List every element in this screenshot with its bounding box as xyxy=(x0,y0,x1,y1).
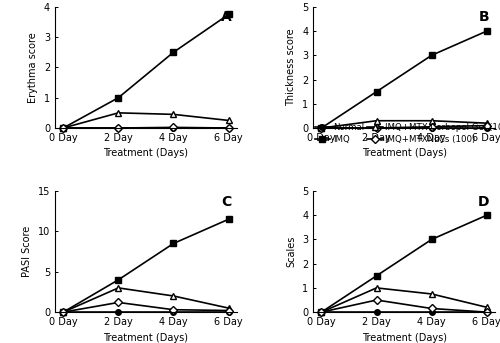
X-axis label: Treatment (Days): Treatment (Days) xyxy=(362,149,446,158)
Y-axis label: Scales: Scales xyxy=(286,236,296,267)
Text: B: B xyxy=(479,11,490,24)
Y-axis label: PASI Score: PASI Score xyxy=(22,226,32,277)
X-axis label: Treatment (Days): Treatment (Days) xyxy=(104,333,188,343)
Legend: Normal, IMQ, IMQ+MTX Corbopol Gel (100), IMQ+MTXNLCs (100): Normal, IMQ, IMQ+MTX Corbopol Gel (100),… xyxy=(314,122,500,144)
X-axis label: Treatment (Days): Treatment (Days) xyxy=(104,149,188,158)
X-axis label: Treatment (Days): Treatment (Days) xyxy=(362,333,446,343)
Y-axis label: Thickness score: Thickness score xyxy=(286,28,296,106)
Y-axis label: Erythma score: Erythma score xyxy=(28,32,38,103)
Text: C: C xyxy=(221,194,232,209)
Text: D: D xyxy=(478,194,490,209)
Text: A: A xyxy=(220,11,232,24)
